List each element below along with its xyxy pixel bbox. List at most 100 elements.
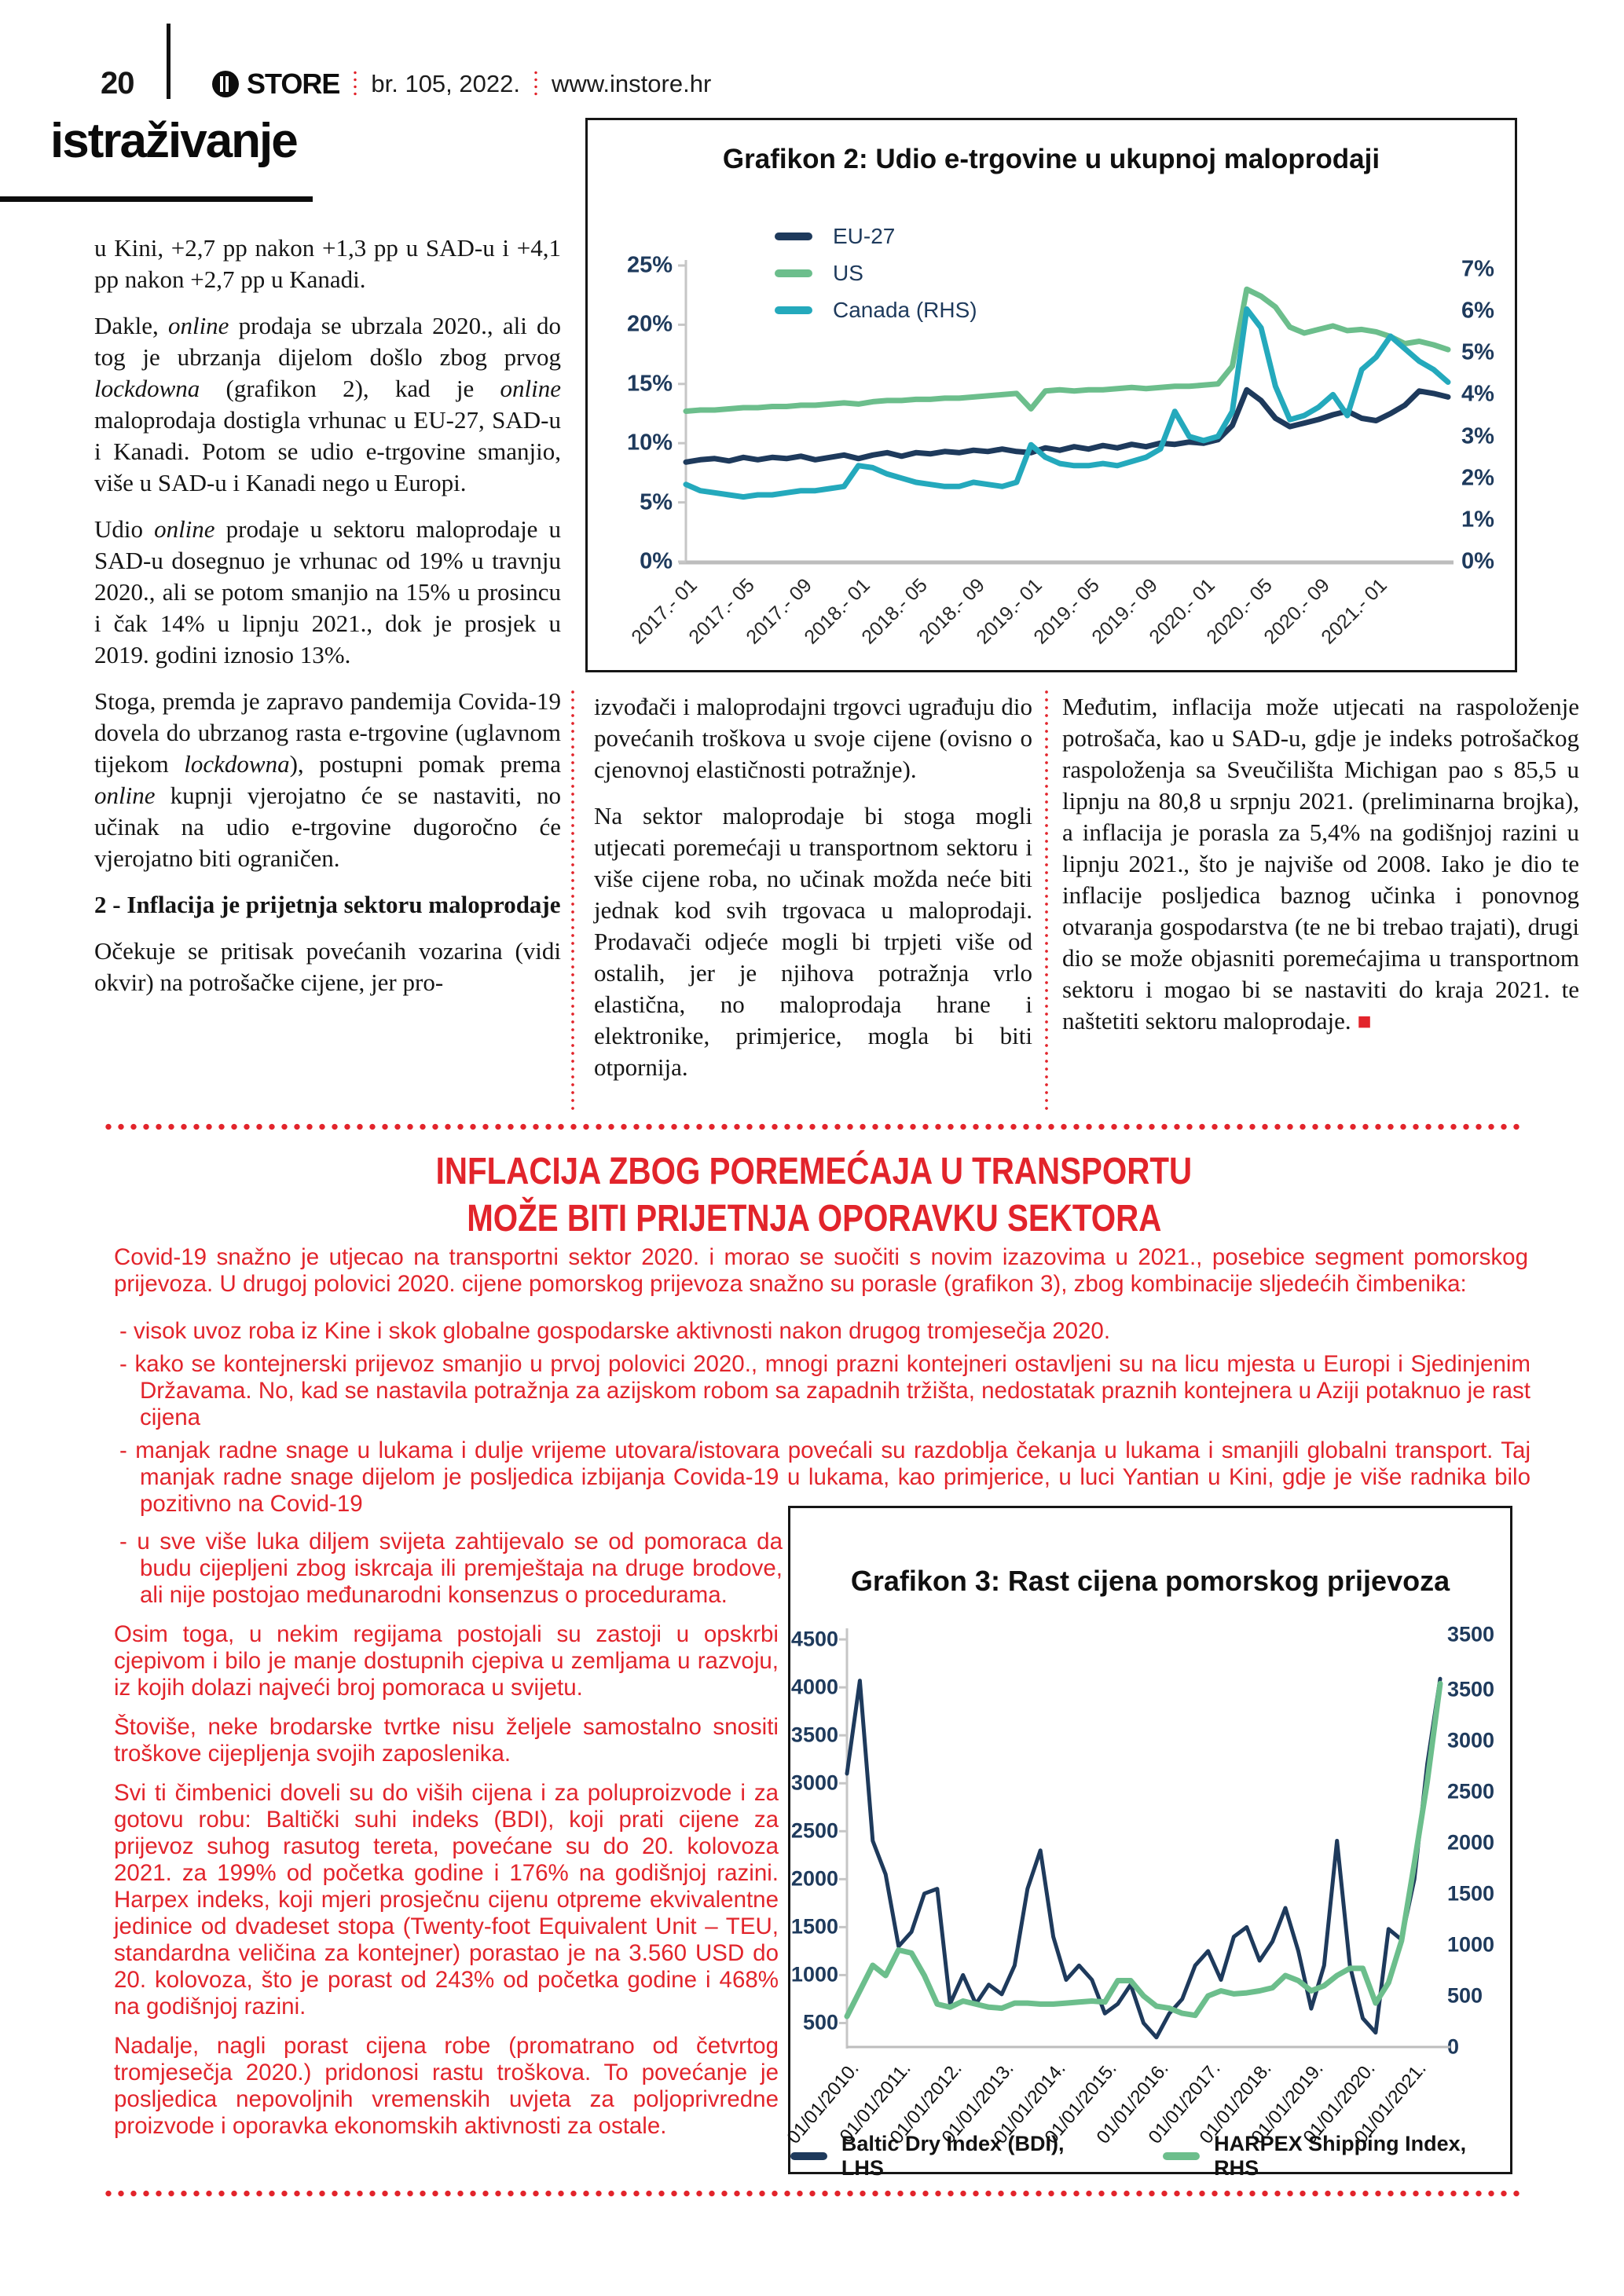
title-rule <box>0 196 313 202</box>
brand-name: STORE <box>247 68 340 100</box>
bullet-item: manjak radne snage u lukama i dulje vrij… <box>119 1437 1531 1518</box>
paragraph: Na sektor maloprodaje bi stoga mogli utj… <box>594 802 1032 1081</box>
y-axis-label-right: 3% <box>1461 423 1494 449</box>
article-column-1: u Kini, +2,7 pp nakon +1,3 pp u SAD-u i … <box>94 233 561 1013</box>
feature-heading-line1: INFLACIJA ZBOG POREMEĆAJA U TRANSPORTU <box>435 1151 1193 1192</box>
legend-label: HARPEX Shipping Index, RHS <box>1214 2132 1467 2180</box>
y-axis-label-right: 2000 <box>1447 1830 1495 1855</box>
section-title: istraživanje <box>50 114 299 168</box>
y-axis-label-right: 2% <box>1461 465 1494 491</box>
y-axis-label-left: 10% <box>626 430 673 456</box>
legend-label: US <box>833 261 863 285</box>
y-axis-label-left: 1000 <box>790 1962 838 1987</box>
y-axis-label-right: 3500 <box>1447 1677 1495 1701</box>
bullet-item: visok uvoz roba iz Kine i skok globalne … <box>119 1318 1531 1345</box>
paragraph: Svi ti čimbenici doveli su do viših cije… <box>114 1780 779 2020</box>
series-line-1 <box>683 386 1451 465</box>
eu27-line-swatch-icon <box>775 233 812 240</box>
y-axis-label-left: 500 <box>802 2010 838 2034</box>
article-column-3: Međutim, inflacija može utjecati na rasp… <box>1062 691 1579 1052</box>
legend-item-harpex: HARPEX Shipping Index, RHS <box>1163 2132 1510 2181</box>
chart-grafikon-2: Grafikon 2: Udio e-trgovine u ukupnoj ma… <box>585 118 1517 672</box>
paragraph: Štoviše, neke brodarske tvrtke nisu želj… <box>114 1714 779 1767</box>
paragraph: Međutim, inflacija može utjecati na rasp… <box>1062 691 1579 1037</box>
series-line-1 <box>845 1676 1443 2040</box>
legend-item-us: US <box>775 261 977 286</box>
page-number: 20 <box>101 66 134 101</box>
y-axis-label-right: 1% <box>1461 507 1494 533</box>
legend-label: Baltic Dry Index (BDI), LHS <box>841 2132 1065 2180</box>
y-axis-label-left: 25% <box>626 252 673 278</box>
series-line-2 <box>844 1680 1443 2020</box>
feature-paragraphs: Osim toga, u nekim regijama postojali su… <box>114 1621 779 2152</box>
column-divider-dotted <box>1045 688 1048 1112</box>
feature-bullet-list: visok uvoz roba iz Kine i skok globalne … <box>119 1318 1531 1524</box>
y-axis-label-left: 3500 <box>790 1723 838 1747</box>
page-header: STORE br. 105, 2022. www.instore.hr <box>211 68 711 101</box>
instore-logo-icon <box>212 71 239 97</box>
website-label: www.instore.hr <box>551 70 712 97</box>
issue-label: br. 105, 2022. <box>371 70 520 97</box>
y-axis-label-right: 1000 <box>1447 1932 1495 1957</box>
feature-intro: Covid-19 snažno je utjecao na transportn… <box>114 1244 1528 1297</box>
instore-logo: STORE <box>211 68 340 101</box>
y-axis-label-right: 4% <box>1461 381 1494 407</box>
feature-bullet-list-continued: u sve više luka diljem svijeta zahtijeva… <box>119 1529 783 1615</box>
bullet-item: kako se kontejnerski prijevoz smanjio u … <box>119 1351 1531 1431</box>
column-divider-dotted <box>571 688 574 1112</box>
y-axis-label-left: 2500 <box>790 1818 838 1843</box>
y-axis-label-right: 3500 <box>1447 1622 1495 1646</box>
feature-heading-line2: MOŽE BITI PRIJETNJA OPORAVKU SEKTORA <box>466 1198 1162 1240</box>
paragraph: u Kini, +2,7 pp nakon +1,3 pp u SAD-u i … <box>94 234 561 293</box>
y-axis-label-left: 15% <box>626 371 673 397</box>
harpex-line-swatch-icon <box>1163 2152 1201 2160</box>
bdi-line-swatch-icon <box>790 2152 827 2160</box>
y-axis-label-right: 0 <box>1447 2034 1460 2059</box>
y-axis-label-left: 5% <box>640 489 673 515</box>
legend-item-bdi: Baltic Dry Index (BDI), LHS <box>790 2132 1106 2181</box>
y-axis-label-right: 500 <box>1447 1983 1483 2008</box>
chart3-legend: Baltic Dry Index (BDI), LHS HARPEX Shipp… <box>790 2132 1510 2181</box>
red-dotted-separator-top <box>102 1123 1526 1130</box>
y-axis-label-left: 4000 <box>790 1675 838 1699</box>
bullet-item: u sve više luka diljem svijeta zahtijeva… <box>119 1529 783 1609</box>
y-axis-label-right: 3000 <box>1447 1728 1495 1752</box>
article-column-2: izvođači i maloprodajni trgovci ugrađuju… <box>594 691 1032 1098</box>
y-axis-label-left: 3000 <box>790 1771 838 1795</box>
chart2-title: Grafikon 2: Udio e-trgovine u ukupnoj ma… <box>722 144 1380 174</box>
article-end-mark: ■ <box>1357 1009 1372 1034</box>
paragraph: Očekuje se pritisak povećanih vozarina (… <box>94 937 561 996</box>
y-axis-label-left: 20% <box>626 311 673 337</box>
chart3-title: Grafikon 3: Rast cijena pomorskog prijev… <box>850 1565 1450 1597</box>
paragraph: Nadalje, nagli porast cijena robe (proma… <box>114 2033 779 2139</box>
y-axis-label-left: 4500 <box>790 1627 838 1651</box>
us-line-swatch-icon <box>775 269 812 277</box>
y-axis-label-right: 1500 <box>1447 1881 1495 1906</box>
y-axis-label-left: 1500 <box>790 1914 838 1939</box>
red-dotted-separator-bottom <box>102 2190 1526 2197</box>
paragraph: Osim toga, u nekim regijama postojali su… <box>114 1621 779 1701</box>
paragraph: Udio online prodaje u sektoru maloprodaj… <box>94 515 562 668</box>
y-axis-label-left: 2000 <box>790 1866 838 1891</box>
y-axis-label-left: 0% <box>640 548 673 574</box>
subheading-inflation: 2 - Inflacija je prijetnja sektoru malop… <box>94 891 561 918</box>
paragraph: Stoga, premda je zapravo pandemija Covid… <box>94 687 561 872</box>
legend-label: EU-27 <box>833 224 896 248</box>
chart2-legend: EU-27 US Canada (RHS) <box>775 224 977 323</box>
paragraph: Dakle, online prodaja se ubrzala 2020., … <box>94 312 561 496</box>
series-line-3 <box>683 306 1451 500</box>
y-axis-label-right: 7% <box>1461 256 1494 282</box>
paragraph: izvođači i maloprodajni trgovci ugrađuju… <box>594 693 1032 783</box>
paragraph-text: Međutim, inflacija može utjecati na rasp… <box>1062 693 1579 1034</box>
header-separator-icon <box>354 69 357 99</box>
legend-item-canada: Canada (RHS) <box>775 298 977 323</box>
canada-line-swatch-icon <box>775 306 812 314</box>
legend-label: Canada (RHS) <box>833 298 977 322</box>
legend-item-eu27: EU-27 <box>775 224 977 249</box>
y-axis-label-right: 0% <box>1461 548 1494 574</box>
chart-grafikon-3: Grafikon 3: Rast cijena pomorskog prijev… <box>783 1506 1512 2180</box>
y-axis-label-right: 2500 <box>1447 1779 1495 1803</box>
y-axis-label-right: 5% <box>1461 339 1494 365</box>
header-separator-icon <box>533 69 537 99</box>
